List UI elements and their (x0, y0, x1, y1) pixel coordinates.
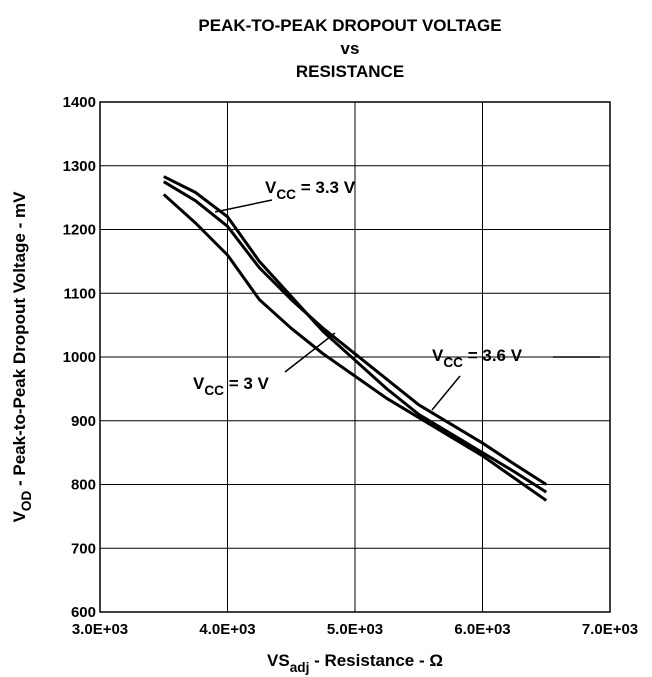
y-tick-label: 1400 (63, 94, 96, 111)
chart-title: vs (341, 39, 360, 58)
y-axis-label-sub: OD (19, 491, 34, 512)
y-axis-label-main: V (10, 510, 29, 522)
x-tick-label: 5.0E+03 (327, 621, 383, 638)
x-axis-label-sub: adj (290, 660, 310, 675)
plot-frame (99, 101, 611, 613)
y-tick-label: 900 (71, 413, 96, 430)
annotation-rest: = 3 V (224, 374, 270, 393)
y-tick-label: 700 (71, 540, 96, 557)
x-tick-label: 4.0E+03 (199, 621, 255, 638)
y-tick-label: 800 (71, 477, 96, 494)
y-tick-label: 1000 (63, 349, 96, 366)
y-tick-label: 1300 (63, 158, 96, 175)
annotation: VCC = 3 V (193, 374, 270, 398)
y-axis-label-rest: - Peak-to-Peak Dropout Voltage - mV (10, 191, 29, 491)
annotation-sub: CC (204, 383, 224, 398)
x-tick-label: 7.0E+03 (582, 621, 638, 638)
annotation: VCC = 3.6 V (432, 346, 523, 370)
annotation-leader (214, 199, 273, 213)
annotation-rest: = 3.3 V (296, 178, 356, 197)
annotation-main: V (193, 374, 205, 393)
chart-title: RESISTANCE (296, 62, 404, 81)
x-tick-label: 3.0E+03 (72, 621, 128, 638)
annotation: VCC = 3.3 V (265, 178, 356, 202)
x-axis-label: VSadj - Resistance - Ω (267, 651, 443, 675)
annotation-main: V (265, 178, 277, 197)
series-line (163, 175, 548, 494)
chart-title: PEAK-TO-PEAK DROPOUT VOLTAGE (198, 16, 501, 35)
y-tick-label: 1100 (63, 285, 96, 302)
y-tick-label: 600 (71, 604, 96, 621)
annotation-sub: CC (443, 355, 463, 370)
x-axis-label-main: VS (267, 651, 290, 670)
annotation-main: V (432, 346, 444, 365)
annotation-leader (431, 375, 461, 411)
series-line (162, 193, 548, 502)
y-tick-label: 1200 (63, 222, 96, 239)
annotation-sub: CC (276, 187, 296, 202)
annotation-leader (284, 332, 336, 373)
x-axis-label-rest: - Resistance - Ω (309, 651, 443, 670)
x-tick-label: 6.0E+03 (454, 621, 510, 638)
series-line (162, 180, 548, 486)
annotation-rest: = 3.6 V (463, 346, 523, 365)
y-axis-label: VOD - Peak-to-Peak Dropout Voltage - mV (10, 191, 34, 523)
